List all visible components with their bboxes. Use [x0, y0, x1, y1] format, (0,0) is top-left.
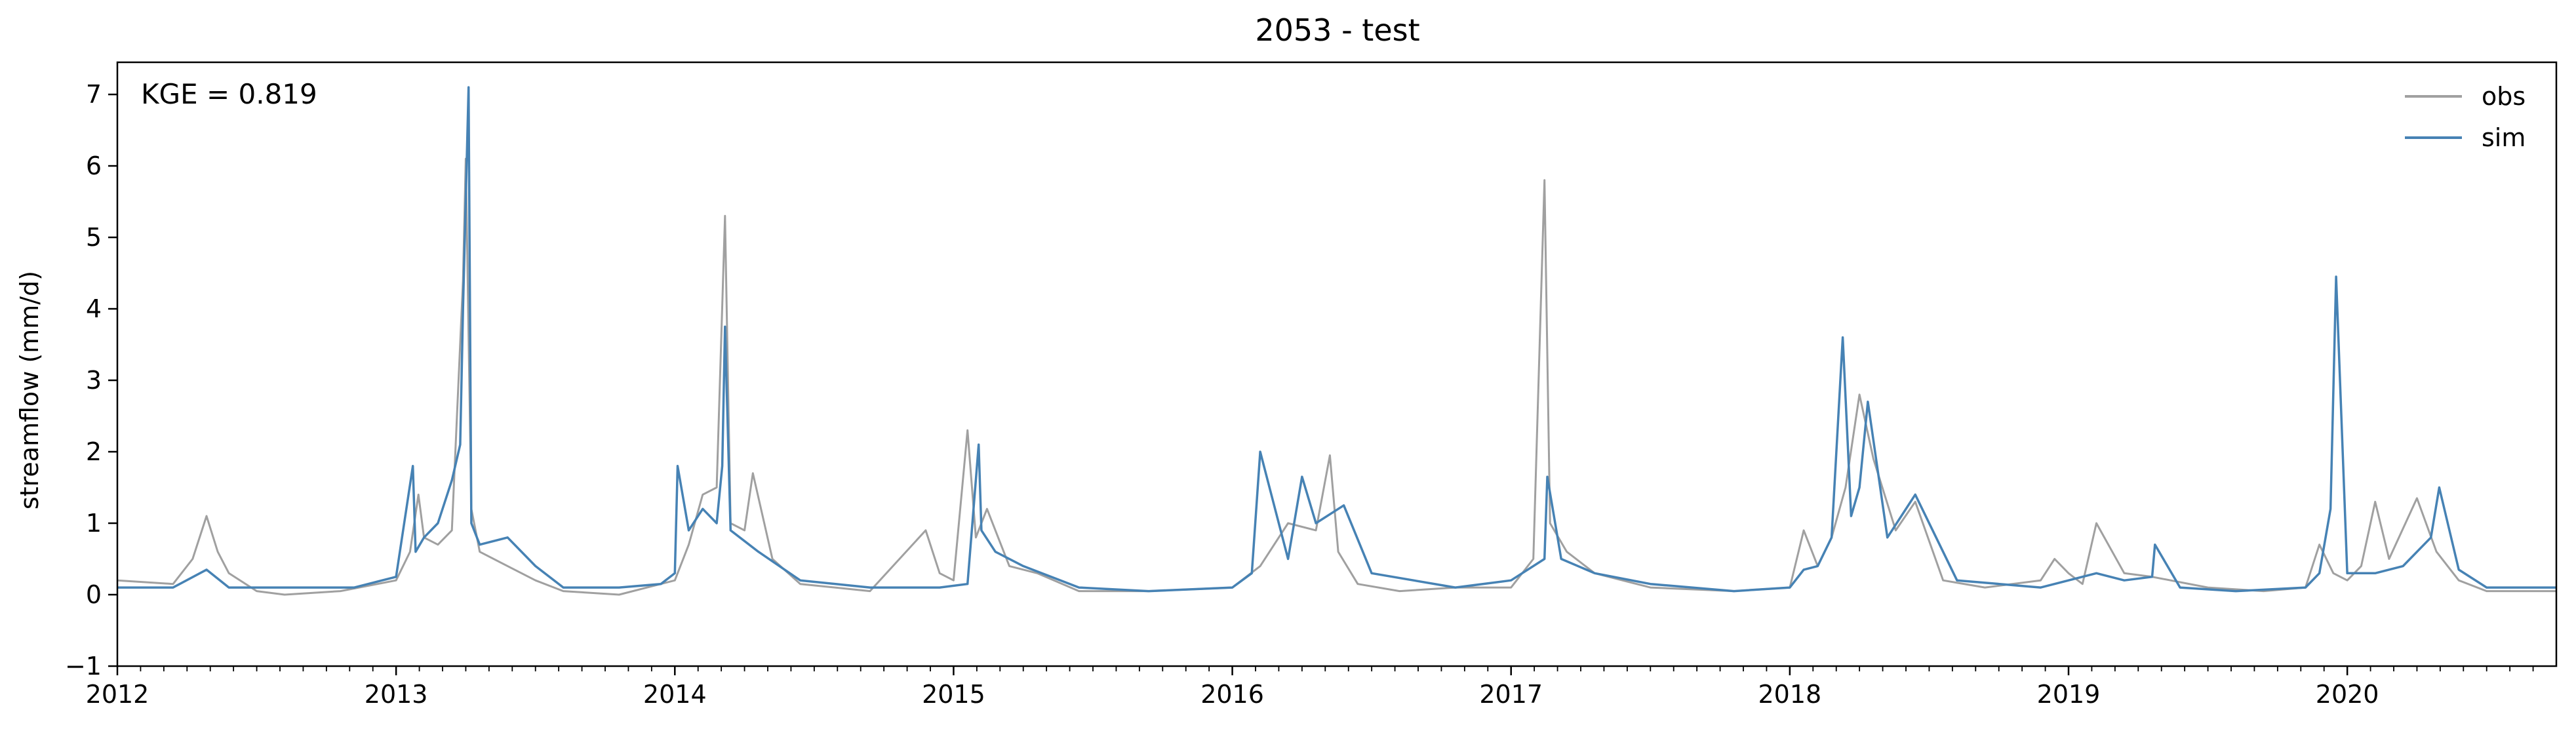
series-sim-line [117, 86, 2556, 593]
x-tick-label: 2016 [1200, 680, 1264, 709]
x-tick-label: 2014 [643, 680, 707, 709]
y-tick-label: 2 [86, 437, 102, 466]
y-tick-label: 4 [86, 294, 102, 323]
plot-area [117, 86, 2556, 596]
x-tick-label: 2020 [2316, 680, 2379, 709]
legend-sim-label: sim [2482, 123, 2526, 152]
axes-layer: 2012 2013 2014 2015 2016 2017 2018 2019 2020 −1 0 1… [65, 80, 2534, 709]
x-tick-label: 2017 [1479, 680, 1543, 709]
series-layer [117, 86, 2556, 596]
legend: obs sim [2405, 82, 2526, 152]
x-tick-label: 2015 [922, 680, 985, 709]
chart-title: 2053 - test [1255, 12, 1419, 48]
y-tick-label: 3 [86, 366, 102, 395]
y-tick-label: 1 [86, 509, 102, 538]
plot-frame [116, 61, 2558, 667]
y-tick-label: 6 [86, 151, 102, 180]
x-tick-label: 2018 [1758, 680, 1821, 709]
y-tick-label: 7 [86, 80, 102, 109]
y-tick-label: −1 [65, 652, 102, 681]
y-axis-label: streamflow (mm/d) [15, 271, 44, 509]
x-tick-label: 2013 [365, 680, 428, 709]
x-tick-label: 2019 [2037, 680, 2101, 709]
y-tick-label: 0 [86, 580, 102, 609]
kge-annotation: KGE = 0.819 [141, 78, 317, 110]
y-tick-label: 5 [86, 223, 102, 252]
legend-obs-label: obs [2482, 82, 2526, 111]
x-tick-label: 2012 [86, 680, 149, 709]
